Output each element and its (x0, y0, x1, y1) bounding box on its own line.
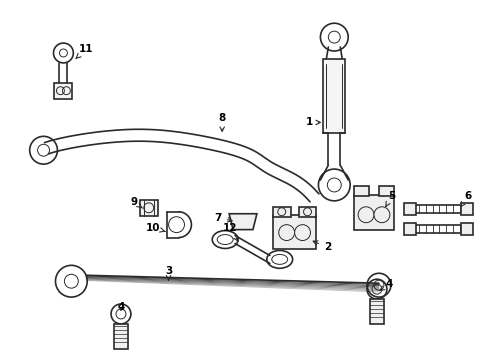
Text: 4: 4 (117, 302, 124, 312)
Bar (461, 203, 473, 215)
Text: 12: 12 (223, 222, 238, 241)
Text: 7: 7 (215, 213, 232, 223)
Text: 9: 9 (130, 197, 143, 208)
Circle shape (294, 225, 311, 240)
Text: 4: 4 (380, 279, 392, 291)
Polygon shape (229, 214, 257, 230)
Bar (404, 223, 416, 235)
Bar (354, 195, 394, 230)
Text: 1: 1 (306, 117, 320, 127)
Bar (298, 207, 317, 217)
Text: 5: 5 (386, 191, 395, 206)
Circle shape (279, 225, 294, 240)
Text: 10: 10 (146, 222, 166, 233)
Circle shape (358, 207, 374, 223)
Bar (354, 186, 369, 196)
Bar (461, 223, 473, 235)
Bar (273, 207, 291, 217)
Text: 3: 3 (165, 266, 172, 280)
Text: 11: 11 (76, 44, 94, 59)
Bar (114, 324, 128, 349)
Text: 6: 6 (461, 191, 472, 207)
Bar (140, 200, 158, 216)
Bar (323, 59, 345, 133)
Bar (379, 186, 394, 196)
Bar (54, 83, 73, 99)
Bar (404, 203, 416, 215)
Text: 2: 2 (313, 241, 331, 252)
Bar (370, 299, 384, 324)
Text: 8: 8 (219, 113, 226, 131)
Bar (273, 215, 317, 249)
Circle shape (374, 207, 390, 223)
